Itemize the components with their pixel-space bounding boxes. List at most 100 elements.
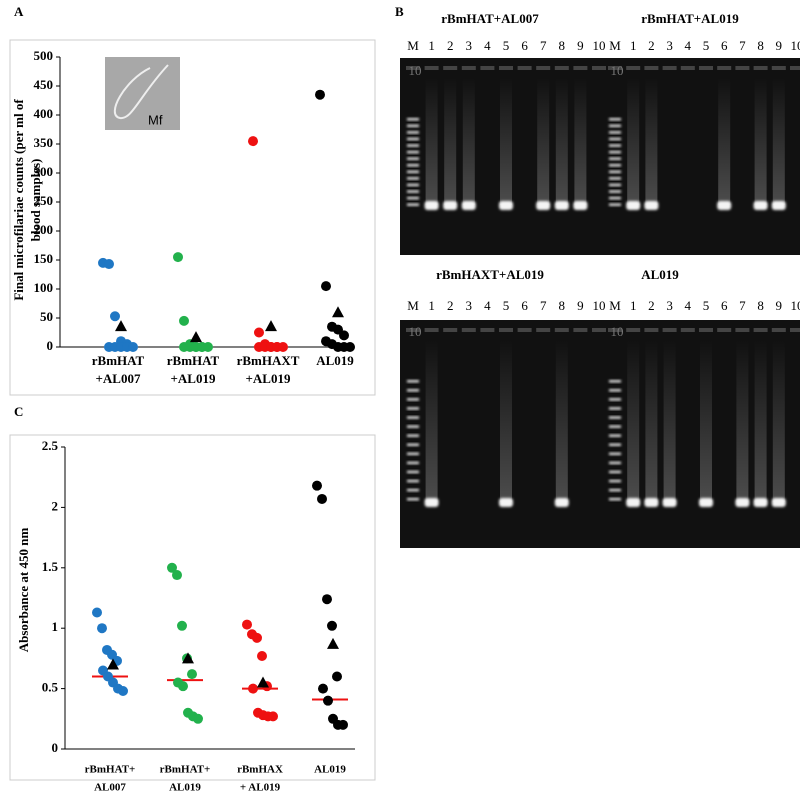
lane-label: 9	[577, 298, 584, 313]
lane-label: 6	[721, 298, 728, 313]
well	[644, 66, 659, 70]
ladder-band	[609, 470, 621, 474]
ladder-band	[609, 416, 621, 419]
band	[699, 498, 713, 507]
well	[536, 328, 551, 332]
ladder-band	[407, 183, 419, 187]
ladder-band	[609, 203, 621, 206]
lane-label: 6	[521, 38, 528, 53]
lane-label: M	[407, 298, 419, 313]
well	[406, 66, 420, 70]
ladder-band	[609, 170, 621, 174]
lane-label: 5	[503, 298, 510, 313]
well	[499, 66, 513, 70]
ladder-band	[407, 461, 419, 465]
well	[517, 66, 532, 70]
ladder-band	[407, 137, 419, 141]
mean-marker	[327, 637, 339, 649]
band	[424, 498, 439, 507]
well	[753, 66, 768, 70]
ladder-band	[407, 452, 419, 456]
ladder-band	[407, 118, 419, 121]
smear	[500, 340, 512, 502]
well	[608, 328, 622, 332]
data-point	[187, 669, 197, 680]
lane-label: 6	[721, 38, 728, 53]
data-point	[322, 594, 332, 605]
well	[480, 328, 495, 332]
well	[424, 328, 439, 332]
ladder-band	[407, 131, 419, 134]
y-axis-label: Absorbance at 450 nm	[16, 528, 31, 653]
y-tick-label: 0	[52, 740, 59, 755]
well	[753, 328, 768, 332]
data-point	[104, 259, 114, 270]
lane-label: 9	[776, 38, 783, 53]
smear	[425, 340, 438, 502]
gel-title: rBmHAT+AL007	[441, 11, 539, 26]
data-point	[193, 713, 203, 724]
ladder-band	[407, 190, 419, 193]
data-point	[110, 311, 120, 322]
x-tick-label: rBmHAT	[92, 353, 145, 368]
well	[424, 66, 439, 70]
gel-image	[400, 58, 800, 255]
data-point	[254, 327, 264, 338]
ladder-band	[609, 479, 621, 483]
lane-label: 2	[648, 298, 655, 313]
ladder-band	[407, 407, 419, 410]
x-tick-label: +AL019	[246, 371, 291, 386]
ladder-band	[407, 177, 419, 180]
well	[536, 66, 551, 70]
y-tick-label: 0	[47, 338, 54, 353]
well	[573, 328, 588, 332]
marker-label: 10	[409, 324, 422, 339]
smear	[462, 78, 475, 205]
band	[626, 201, 641, 210]
mean-marker	[107, 658, 119, 670]
lane-label: 1	[428, 298, 435, 313]
x-tick-label: rBmHAT+	[85, 764, 136, 776]
well	[461, 328, 476, 332]
data-point	[268, 711, 278, 722]
lane-label: 4	[685, 298, 692, 313]
marker-label: 10	[611, 63, 624, 78]
x-tick-label: rBmHAX	[237, 764, 283, 776]
well	[735, 66, 750, 70]
data-point	[242, 619, 252, 630]
ladder-band	[609, 164, 621, 167]
ladder-band	[407, 497, 419, 501]
lane-label: 9	[577, 38, 584, 53]
smear	[645, 340, 658, 502]
ladder-band	[609, 137, 621, 141]
mean-marker	[182, 652, 194, 664]
lane-label: 5	[703, 298, 710, 313]
y-tick-label: 350	[34, 135, 54, 150]
y-tick-label: 0.5	[42, 680, 59, 695]
ladder-band	[609, 118, 621, 121]
lane-label: 6	[521, 298, 528, 313]
x-tick-label: AL007	[94, 782, 126, 791]
band	[536, 201, 551, 210]
data-point	[178, 681, 188, 692]
well	[554, 66, 569, 70]
data-point	[248, 136, 258, 147]
smear	[700, 340, 712, 502]
lane-label: 2	[447, 298, 454, 313]
mean-marker	[257, 676, 269, 688]
data-point	[118, 686, 128, 697]
band	[717, 201, 732, 210]
y-tick-label: 50	[40, 309, 53, 324]
data-point	[257, 650, 267, 661]
data-point	[248, 683, 258, 694]
band	[753, 201, 768, 210]
data-point	[128, 342, 138, 352]
ladder-band	[407, 150, 419, 154]
ladder-band	[407, 164, 419, 167]
x-tick-label: +AL019	[171, 371, 216, 386]
x-tick-label: +AL007	[96, 371, 141, 386]
panel-label: A	[14, 4, 24, 19]
ladder-band	[407, 470, 419, 474]
